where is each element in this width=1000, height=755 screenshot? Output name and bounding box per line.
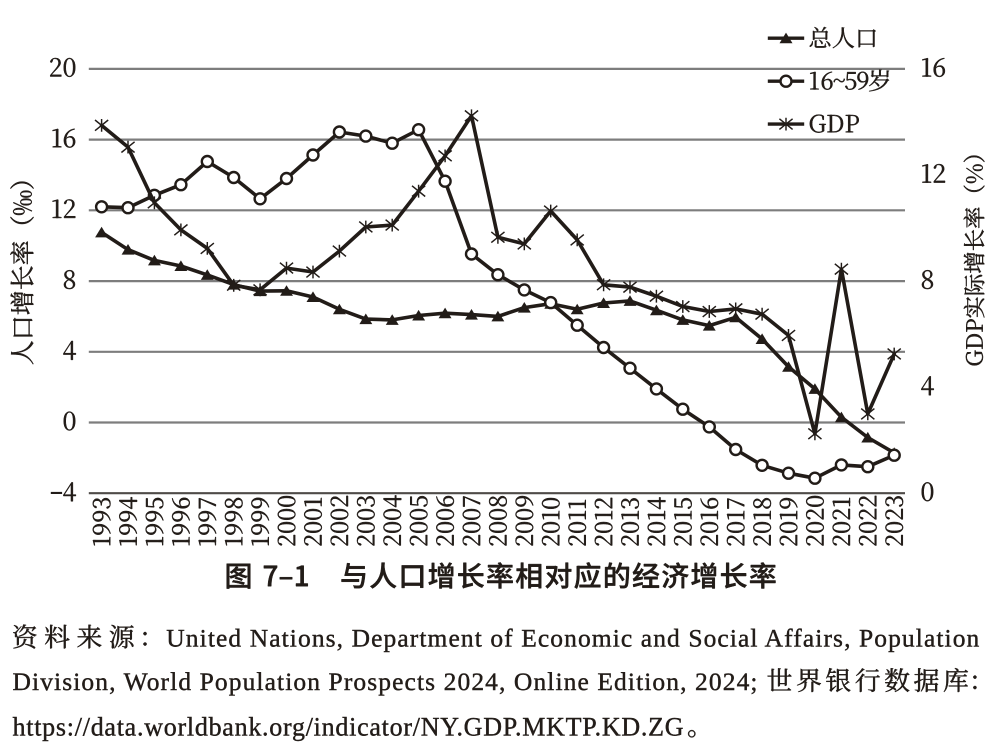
svg-text:Division, World Population Pro: Division, World Population Prospects 202… — [13, 667, 758, 696]
svg-text:https://data.worldbank.org/ind: https://data.worldbank.org/indicator/NY.… — [13, 712, 684, 741]
svg-text:United Nations, Department of: United Nations, Department of Economic a… — [166, 624, 979, 653]
